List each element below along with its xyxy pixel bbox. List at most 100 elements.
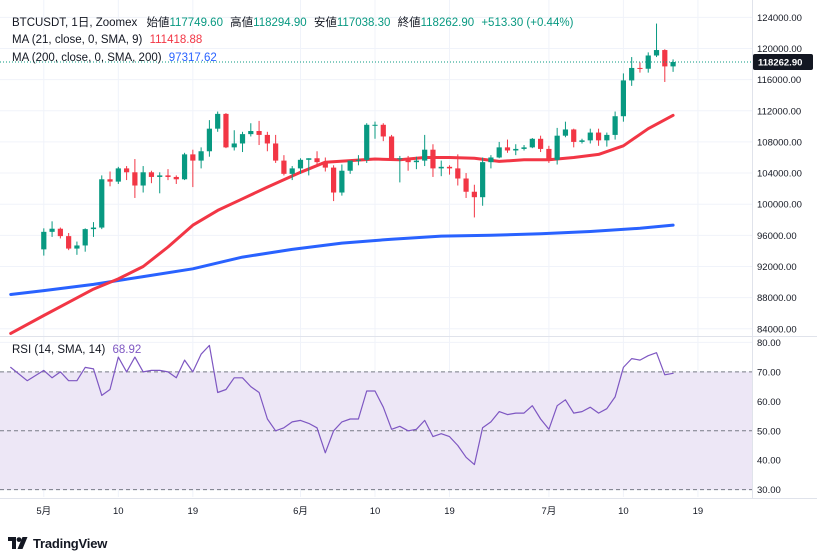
- candle-down: [637, 62, 643, 73]
- candle-body: [248, 131, 254, 135]
- last-price-tag[interactable]: 118262.90: [753, 54, 813, 71]
- candle-body: [372, 124, 378, 126]
- candle-body: [331, 167, 337, 193]
- candle-up: [231, 130, 237, 151]
- time-tick-label: 10: [618, 506, 629, 517]
- candle-body: [620, 80, 626, 117]
- candle-up: [422, 134, 428, 167]
- time-tick-label: 7月: [541, 506, 556, 517]
- legend-low-label: 安値: [313, 17, 337, 29]
- candle-up: [140, 166, 146, 193]
- legend-ma200[interactable]: MA (200, close, 0, SMA, 200) 97317.62: [12, 50, 217, 66]
- rsi-line: [10, 344, 674, 466]
- legend-ma21-label: MA (21, close, 0, SMA, 9): [12, 34, 143, 46]
- candle-down: [388, 134, 395, 161]
- legend-symbol[interactable]: BTCUSDT, 1日, Zoomex: [12, 17, 138, 29]
- candle-body: [206, 128, 212, 152]
- candle-up: [115, 166, 121, 184]
- candle-up: [496, 141, 502, 159]
- candle-up: [438, 160, 444, 177]
- candle-body: [380, 124, 386, 137]
- candle-up: [82, 228, 88, 252]
- candle-up: [181, 152, 188, 181]
- candle-up: [41, 228, 47, 256]
- candle-body: [132, 172, 138, 186]
- candle-body: [322, 162, 328, 168]
- candle-body: [107, 179, 113, 182]
- time-tick-label: 19: [188, 506, 199, 517]
- candle-up: [74, 241, 80, 255]
- candle-down: [314, 151, 320, 167]
- candle-up: [239, 131, 246, 153]
- legend-ma200-label: MA (200, close, 0, SMA, 200): [12, 52, 162, 64]
- candle-body: [463, 178, 469, 192]
- rsi-tick-label: 70.00: [757, 367, 781, 378]
- rsi-tick-label: 60.00: [757, 397, 781, 408]
- candle-down: [165, 169, 171, 181]
- legend-main: BTCUSDT, 1日, Zoomex 始値117749.60 高値118294…: [12, 15, 573, 31]
- candle-body: [49, 228, 55, 232]
- price-tick-label: 108000.00: [757, 137, 802, 148]
- candle-body: [157, 175, 163, 177]
- candle-body: [496, 147, 502, 158]
- candle-body: [554, 135, 560, 160]
- time-tick-label: 19: [693, 506, 704, 517]
- candle-down: [504, 139, 511, 153]
- candle-down: [190, 149, 196, 188]
- candle-up: [49, 221, 55, 237]
- candle-body: [662, 50, 668, 67]
- legend-ma21[interactable]: MA (21, close, 0, SMA, 9) 111418.88: [12, 32, 202, 48]
- candle-body: [562, 129, 569, 136]
- candle-up: [413, 156, 419, 170]
- candle-body: [637, 67, 643, 69]
- ma21-line: [9, 113, 675, 335]
- candle-body: [397, 158, 403, 160]
- candle-body: [504, 147, 511, 151]
- candle-up: [480, 157, 486, 206]
- candle-down: [538, 135, 544, 153]
- time-tick-label: 5月: [36, 506, 51, 517]
- candle-down: [471, 184, 477, 218]
- candle-down: [455, 154, 461, 186]
- candle-up: [215, 111, 221, 132]
- tradingview-logo[interactable]: TradingView: [8, 533, 107, 553]
- legend-open-label: 始値: [146, 17, 170, 29]
- tradingview-logo-icon: [8, 537, 28, 549]
- candle-up: [364, 123, 370, 163]
- candle-body: [612, 116, 618, 135]
- candle-body: [306, 158, 312, 160]
- candle-body: [314, 158, 320, 163]
- candle-down: [57, 227, 63, 239]
- candle-body: [653, 50, 660, 56]
- candle-body: [57, 228, 63, 237]
- rsi-series: [10, 344, 674, 466]
- candle-down: [446, 165, 453, 175]
- candle-body: [670, 62, 676, 67]
- candle-up: [289, 166, 295, 181]
- price-tick-label: 116000.00: [757, 75, 801, 86]
- price-tick-label: 92000.00: [757, 262, 797, 273]
- candle-body: [529, 138, 535, 148]
- candle-body: [99, 179, 105, 228]
- candle-body: [579, 140, 585, 142]
- rsi-tick-label: 50.00: [757, 426, 781, 437]
- candle-down: [148, 170, 155, 184]
- candle-up: [355, 155, 362, 166]
- price-tick-label: 104000.00: [757, 169, 802, 180]
- candle-body: [339, 170, 345, 193]
- candle-body: [74, 245, 80, 249]
- rsi-band: [0, 371, 752, 491]
- candle-down: [256, 120, 262, 146]
- candle-body: [181, 154, 188, 180]
- candle-body: [239, 134, 246, 144]
- candle-up: [372, 121, 378, 139]
- legend-rsi[interactable]: RSI (14, SMA, 14) 68.92: [12, 342, 141, 358]
- candle-body: [355, 159, 362, 161]
- candle-up: [206, 120, 212, 157]
- candle-body: [190, 154, 196, 161]
- candle-body: [173, 176, 179, 180]
- candle-down: [430, 144, 436, 177]
- candle-body: [165, 175, 171, 177]
